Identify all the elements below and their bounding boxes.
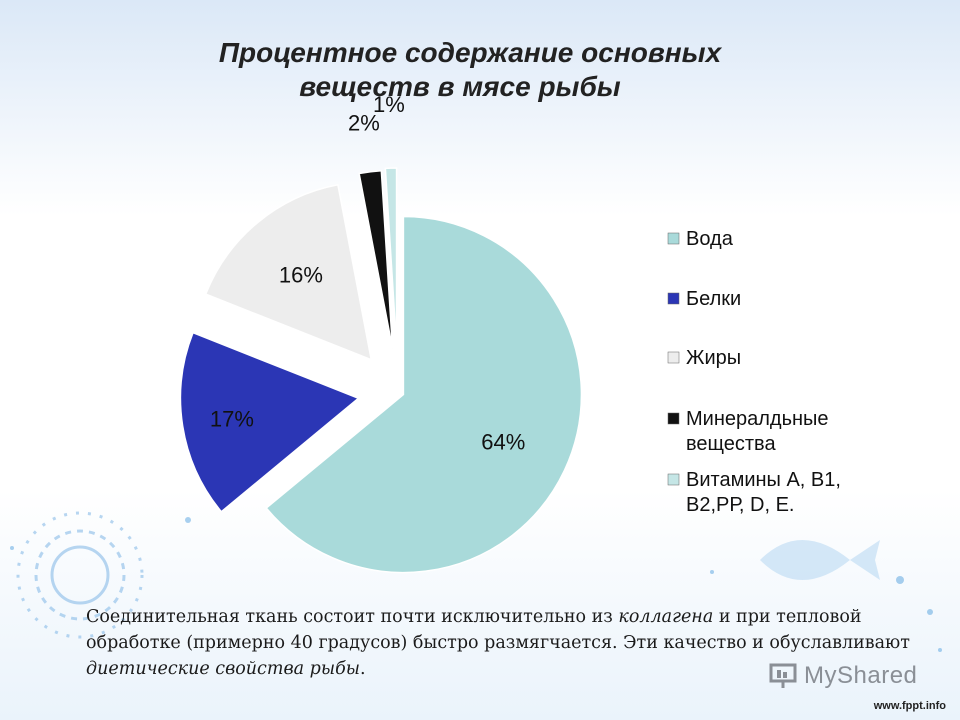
slice-label-5: 1% — [373, 92, 405, 117]
legend-label-2: Белки — [686, 288, 741, 310]
pie-slice-2 — [179, 331, 360, 513]
pie-slice-labels: 64% 17% 16% 2%1% — [210, 92, 525, 454]
legend-swatch-5 — [667, 473, 680, 486]
slice-label-3: 16% — [279, 263, 323, 288]
legend-label-4-line-2: вещества — [686, 433, 776, 455]
pie-slice-4 — [358, 169, 394, 349]
chart-legend: Вода Белки Жиры Минералдьные вещества Витамин… — [667, 228, 841, 516]
pie-slice-5 — [384, 167, 398, 347]
pie-slice-3 — [204, 183, 373, 361]
myshared-logo: MyShared — [768, 656, 918, 696]
slice-label-2: 17% — [210, 406, 254, 431]
caption-part-1: Соединительная ткань состоит почти исклю… — [86, 607, 619, 627]
caption-italic-diet: диетические свойства рыбы — [86, 659, 361, 679]
chart-title-line-2: веществ в мясе рыбы — [299, 71, 621, 102]
pie-slices — [179, 167, 583, 574]
legend-label-3: Жиры — [686, 347, 741, 369]
sun-ornament — [16, 511, 144, 639]
bubbles — [10, 517, 942, 652]
logo-text: MyShared — [804, 662, 918, 689]
legend-label-5-line-1: Витамины А, В1, — [686, 469, 841, 491]
legend-label-5-line-2: В2,РР, D, Е. — [686, 494, 795, 516]
pie-slice-1 — [265, 215, 583, 574]
legend-label-1: Вода — [686, 228, 734, 250]
caption-text: Соединительная ткань состоит почти исклю… — [86, 604, 916, 682]
legend-swatch-1 — [667, 232, 680, 245]
caption-part-3: . — [360, 659, 366, 679]
slice-label-4: 2% — [348, 110, 380, 135]
legend-swatch-3 — [667, 351, 680, 364]
presentation-icon — [769, 663, 797, 688]
legend-label-4-line-1: Минералдьные — [686, 408, 829, 430]
caption-part-2: и при тепловой обработке (примерно 40 гр… — [86, 607, 910, 653]
legend-swatch-2 — [667, 292, 680, 305]
caption-italic-collagen: коллагена — [618, 607, 714, 627]
site-watermark: www.fppt.info — [873, 700, 946, 712]
legend-swatch-4 — [667, 412, 680, 425]
chart-title-line-1: Процентное содержание основных — [219, 37, 723, 68]
fish-silhouette — [760, 540, 880, 580]
slice-label-1: 64% — [481, 430, 525, 455]
